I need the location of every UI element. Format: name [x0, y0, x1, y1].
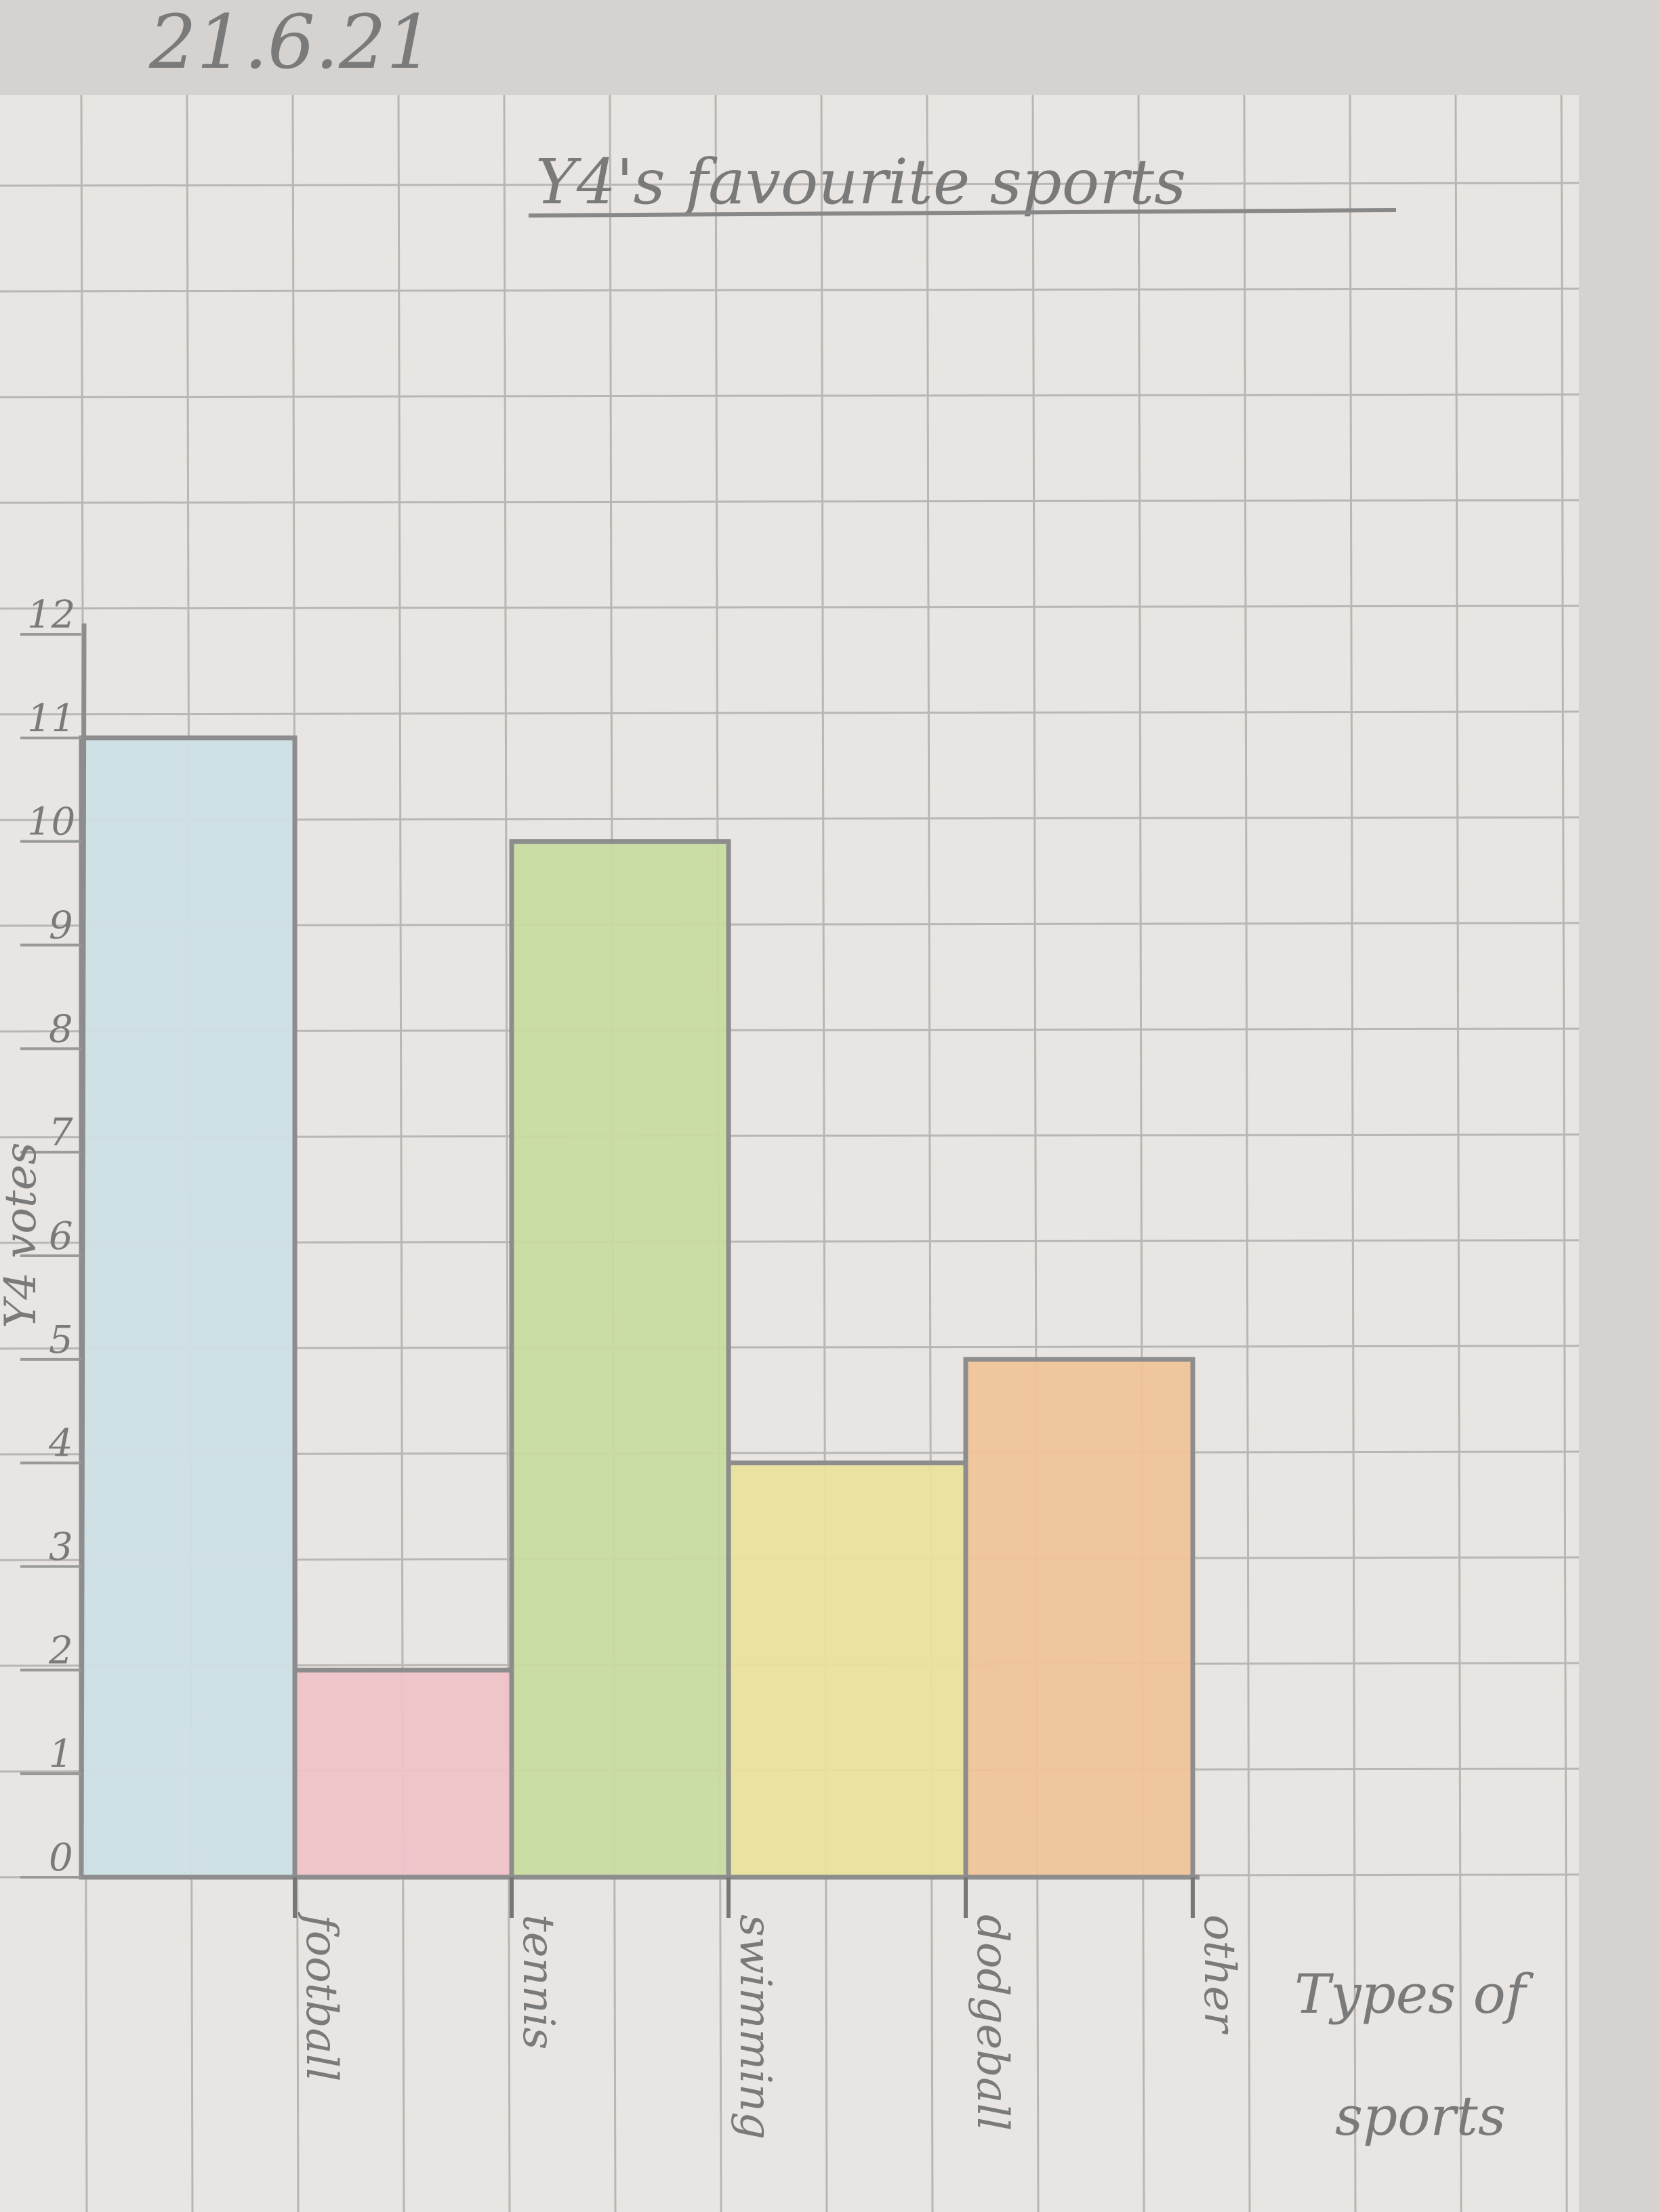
x-category-labels: football tennis swimming dodgeball other	[293, 1877, 1244, 2139]
grid-line-vertical	[1560, 94, 1568, 2212]
y-tick-label-0: 0	[49, 1836, 73, 1880]
x-tick-label-other: other	[1194, 1914, 1244, 2034]
y-tick-label-8: 8	[49, 1007, 73, 1051]
y-tick-label-11: 11	[27, 697, 75, 741]
grid-line-horizontal	[0, 605, 1580, 610]
y-tick-label-10: 10	[27, 800, 75, 844]
grid-line-vertical	[1349, 94, 1357, 2212]
y-axis-label: Y4 votes	[0, 1143, 46, 1328]
grid-line-vertical	[1243, 94, 1251, 2212]
grid-line-vertical	[1454, 94, 1462, 2212]
grid-line-horizontal	[0, 287, 1580, 293]
y-tick-label-7: 7	[49, 1111, 73, 1155]
grid-line-horizontal	[0, 182, 1580, 187]
bar-football	[79, 735, 298, 1880]
y-tick-label-6: 6	[49, 1214, 73, 1258]
x-tick-label-football: football	[296, 1912, 346, 2082]
chart-title: Y4's favourite sports	[535, 146, 1186, 218]
grid-line-horizontal	[0, 710, 1580, 716]
y-tick-label-3: 3	[49, 1525, 73, 1570]
bars-group	[79, 735, 1195, 1880]
grid-line-horizontal	[0, 393, 1580, 398]
axes-group	[79, 623, 1200, 1880]
x-axis-label-line1: Types of	[1294, 1963, 1534, 2026]
bar-swimming	[509, 839, 731, 1880]
bar-dodgeball	[726, 1460, 968, 1880]
bar-tennis	[292, 1667, 514, 1880]
date-label: 21.6.21	[148, 0, 434, 85]
x-tick-label-tennis: tennis	[513, 1914, 563, 2049]
y-tick-label-12: 12	[27, 593, 75, 637]
y-tick-label-5: 5	[49, 1318, 73, 1362]
x-tick-label-dodgeball: dodgeball	[967, 1914, 1017, 2131]
grid-line-horizontal	[0, 499, 1580, 504]
title-underline	[528, 208, 1397, 218]
y-tick-label-4: 4	[48, 1422, 73, 1466]
y-tick-label-1: 1	[49, 1732, 73, 1776]
x-tick-label-swimming: swimming	[730, 1914, 780, 2139]
x-axis-label-line2: sports	[1335, 2085, 1506, 2148]
bar-other	[963, 1357, 1195, 1880]
y-axis-line	[79, 623, 87, 1878]
y-tick-label-9: 9	[49, 904, 73, 948]
y-tick-label-2: 2	[48, 1629, 73, 1673]
